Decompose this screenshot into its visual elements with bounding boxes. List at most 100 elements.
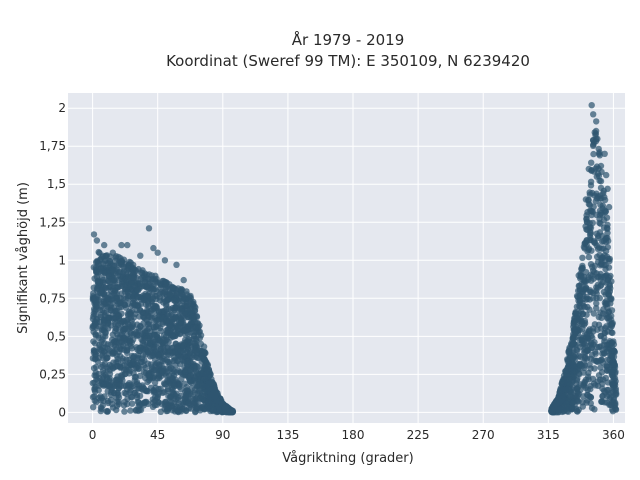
outlier-point bbox=[604, 185, 611, 192]
outlier-point bbox=[590, 111, 597, 118]
data-point bbox=[601, 252, 608, 259]
data-point bbox=[186, 390, 193, 397]
data-point bbox=[180, 315, 188, 322]
data-point bbox=[184, 326, 191, 333]
data-point bbox=[579, 254, 586, 261]
data-point bbox=[189, 395, 196, 402]
data-point bbox=[90, 313, 97, 320]
data-point bbox=[171, 383, 178, 390]
data-point bbox=[570, 373, 577, 380]
data-point bbox=[112, 308, 119, 315]
data-point bbox=[159, 367, 166, 375]
outlier-point bbox=[603, 171, 610, 179]
data-point bbox=[178, 375, 185, 383]
data-point bbox=[165, 312, 172, 319]
data-point bbox=[182, 407, 190, 414]
data-point bbox=[185, 336, 192, 343]
data-point bbox=[577, 334, 584, 341]
data-point bbox=[598, 325, 605, 332]
data-point bbox=[96, 279, 104, 286]
x-tick-label: 45 bbox=[150, 428, 165, 442]
data-point bbox=[585, 328, 592, 335]
data-point bbox=[595, 145, 602, 153]
data-point bbox=[123, 284, 130, 292]
data-point bbox=[579, 325, 586, 332]
data-point bbox=[603, 214, 611, 221]
data-point bbox=[160, 336, 167, 343]
data-point bbox=[93, 349, 100, 356]
data-point bbox=[171, 356, 179, 364]
data-point bbox=[594, 258, 602, 266]
data-point bbox=[607, 401, 614, 408]
data-point bbox=[136, 372, 144, 380]
y-axis-title: Signifikant våghöjd (m) bbox=[16, 182, 31, 334]
data-point bbox=[574, 389, 581, 396]
data-point bbox=[161, 356, 168, 363]
data-point bbox=[135, 365, 143, 372]
data-point bbox=[152, 394, 159, 401]
data-point bbox=[114, 362, 122, 370]
data-point bbox=[564, 403, 571, 410]
data-point bbox=[90, 290, 97, 297]
data-point bbox=[104, 294, 111, 302]
data-point bbox=[584, 226, 591, 234]
data-point bbox=[172, 396, 180, 403]
outlier-point bbox=[565, 348, 572, 355]
data-point bbox=[596, 357, 603, 365]
outlier-point bbox=[592, 127, 600, 135]
outlier-point bbox=[582, 196, 590, 203]
data-point bbox=[187, 366, 194, 374]
data-point bbox=[151, 356, 159, 363]
data-point bbox=[580, 369, 587, 376]
data-point bbox=[169, 370, 176, 377]
data-point bbox=[216, 408, 223, 415]
data-point bbox=[92, 332, 99, 339]
data-point bbox=[594, 245, 602, 252]
data-point bbox=[144, 292, 152, 299]
data-point bbox=[586, 306, 593, 313]
data-point bbox=[588, 404, 596, 412]
data-point bbox=[591, 321, 599, 328]
data-point bbox=[608, 307, 616, 314]
data-point bbox=[152, 279, 159, 286]
data-point bbox=[583, 218, 591, 225]
data-point bbox=[146, 271, 153, 278]
data-point bbox=[175, 367, 182, 374]
data-point bbox=[172, 314, 179, 321]
data-point bbox=[129, 320, 136, 328]
outlier-point bbox=[154, 249, 161, 256]
data-point bbox=[145, 347, 152, 355]
data-point bbox=[187, 372, 194, 379]
data-point bbox=[181, 380, 188, 387]
data-point bbox=[604, 225, 611, 232]
data-point bbox=[150, 399, 157, 406]
x-tick-label: 360 bbox=[602, 428, 625, 442]
data-point bbox=[151, 303, 158, 310]
data-point bbox=[557, 406, 564, 413]
data-point bbox=[570, 361, 577, 368]
data-point bbox=[582, 344, 589, 352]
data-point bbox=[103, 375, 111, 382]
data-point bbox=[142, 398, 149, 406]
data-point bbox=[90, 404, 97, 411]
data-point bbox=[185, 399, 192, 406]
data-point bbox=[586, 231, 594, 238]
data-point bbox=[123, 344, 131, 351]
data-point bbox=[122, 295, 129, 302]
data-point bbox=[608, 312, 615, 320]
data-point bbox=[166, 360, 173, 368]
outlier-point bbox=[101, 241, 108, 249]
data-point bbox=[139, 384, 147, 391]
data-point bbox=[587, 182, 595, 189]
outlier-point bbox=[595, 150, 603, 157]
data-point bbox=[129, 382, 137, 389]
data-point bbox=[97, 265, 105, 273]
data-point bbox=[121, 325, 128, 332]
data-point bbox=[169, 319, 176, 326]
data-point bbox=[137, 296, 145, 303]
data-point bbox=[591, 192, 598, 199]
data-point bbox=[126, 338, 133, 345]
data-point bbox=[113, 380, 121, 387]
data-point bbox=[571, 326, 578, 333]
